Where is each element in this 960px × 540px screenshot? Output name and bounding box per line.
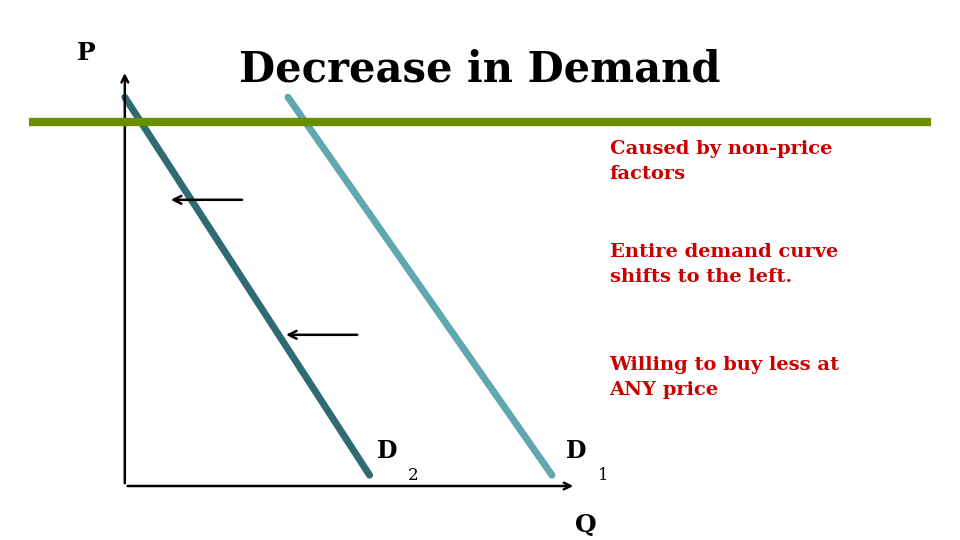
Text: Decrease in Demand: Decrease in Demand — [239, 49, 721, 91]
Text: 2: 2 — [408, 467, 419, 484]
Text: D: D — [566, 439, 587, 463]
Text: Q: Q — [575, 513, 596, 537]
Text: P: P — [77, 41, 96, 65]
Text: Willing to buy less at
ANY price: Willing to buy less at ANY price — [610, 356, 840, 400]
Text: 1: 1 — [598, 467, 609, 484]
Text: D: D — [377, 439, 397, 463]
Text: Caused by non-price
factors: Caused by non-price factors — [610, 140, 832, 184]
Text: Entire demand curve
shifts to the left.: Entire demand curve shifts to the left. — [610, 243, 838, 286]
